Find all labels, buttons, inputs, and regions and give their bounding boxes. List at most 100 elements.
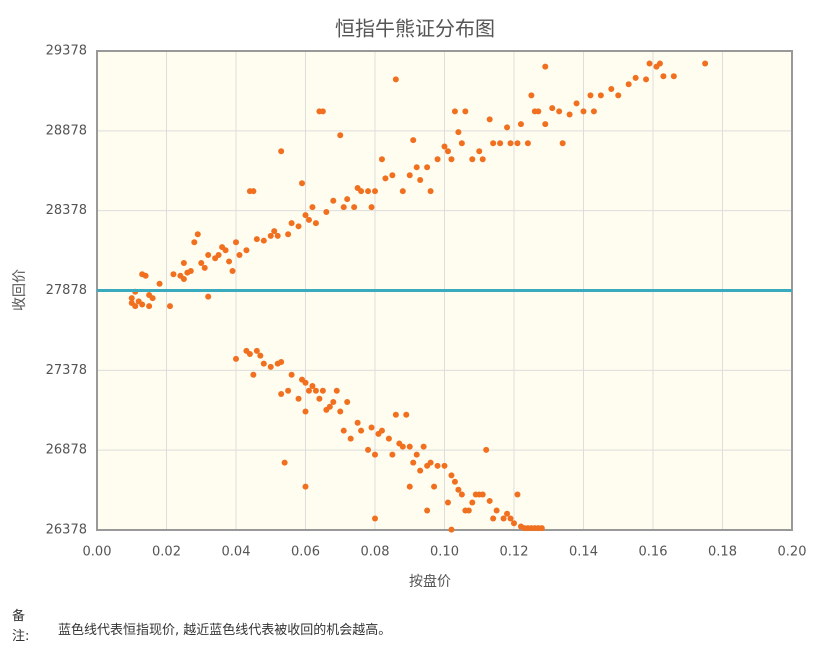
point (448, 472, 455, 479)
point (497, 140, 504, 147)
point (288, 220, 295, 227)
point (368, 424, 375, 431)
x-tick-label: 0.18 (708, 545, 737, 560)
x-tick-label: 0.14 (569, 545, 598, 560)
point (413, 451, 420, 458)
point (312, 220, 319, 227)
point (312, 387, 319, 394)
point (368, 204, 375, 211)
point (187, 268, 194, 275)
point (351, 204, 358, 211)
point (243, 247, 250, 254)
note-label-line: 备 (12, 609, 26, 624)
point (608, 86, 615, 93)
point (330, 197, 337, 204)
point (267, 363, 274, 370)
point (511, 520, 517, 527)
x-tick-label: 0.08 (361, 545, 390, 560)
point (330, 398, 337, 405)
y-tick-label: 26878 (46, 443, 87, 458)
point (372, 188, 378, 195)
point (365, 446, 372, 453)
point (441, 462, 448, 469)
point (271, 228, 278, 235)
y-tick-label: 26378 (46, 523, 87, 538)
point (378, 427, 385, 434)
point (166, 303, 173, 310)
point (702, 60, 709, 67)
point (233, 239, 239, 246)
point (417, 177, 424, 184)
note-label: 备 注: (12, 607, 29, 647)
x-tick-label: 0.02 (152, 545, 181, 560)
point (198, 260, 205, 267)
point (302, 212, 309, 219)
point (462, 108, 469, 115)
x-tick-label: 0.20 (778, 545, 807, 560)
point (535, 108, 542, 115)
point (406, 483, 413, 490)
point (524, 140, 531, 147)
x-tick-label: 0.04 (222, 545, 251, 560)
point (469, 499, 476, 506)
point (274, 232, 281, 239)
point (180, 260, 187, 267)
point (559, 140, 566, 147)
point (615, 92, 622, 99)
point (455, 129, 462, 136)
point (566, 111, 573, 118)
point (333, 387, 340, 394)
point (365, 188, 372, 195)
point (399, 188, 406, 195)
point (542, 121, 549, 128)
point (431, 483, 438, 490)
point (149, 295, 156, 302)
point (302, 379, 309, 386)
point (444, 148, 451, 155)
point (632, 74, 639, 81)
point (590, 108, 597, 115)
point (455, 486, 462, 493)
point (299, 180, 306, 187)
point (504, 124, 511, 131)
point (302, 483, 309, 490)
point (358, 188, 365, 195)
point (385, 435, 392, 442)
point (476, 148, 483, 155)
point (451, 108, 458, 115)
point (556, 108, 563, 115)
point (250, 188, 257, 195)
point (316, 395, 323, 402)
x-tick-label: 0.00 (83, 545, 112, 560)
point (448, 156, 455, 163)
point (458, 140, 465, 147)
point (142, 272, 149, 279)
point (170, 271, 177, 278)
point (417, 467, 424, 474)
note-text: 蓝色线代表恒指现价, 越近蓝色线代表被收回的机会越高。 (58, 623, 392, 638)
point (309, 204, 316, 211)
point (146, 303, 153, 310)
y-axis-label: 收回价 (12, 269, 28, 311)
point (389, 172, 396, 179)
point (424, 164, 431, 171)
point (490, 140, 497, 147)
point (309, 382, 316, 389)
point (549, 105, 556, 112)
point (253, 236, 260, 243)
point (420, 443, 427, 450)
y-tick-label: 28878 (46, 123, 87, 138)
point (504, 510, 511, 517)
point (305, 387, 312, 394)
point (399, 443, 406, 450)
point (392, 76, 399, 83)
point (514, 140, 521, 147)
point (372, 515, 378, 522)
point (382, 175, 389, 182)
y-tick-label: 27378 (46, 363, 87, 378)
point (458, 491, 465, 498)
point (479, 491, 486, 498)
point (257, 352, 264, 359)
point (444, 499, 451, 506)
point (215, 252, 222, 259)
